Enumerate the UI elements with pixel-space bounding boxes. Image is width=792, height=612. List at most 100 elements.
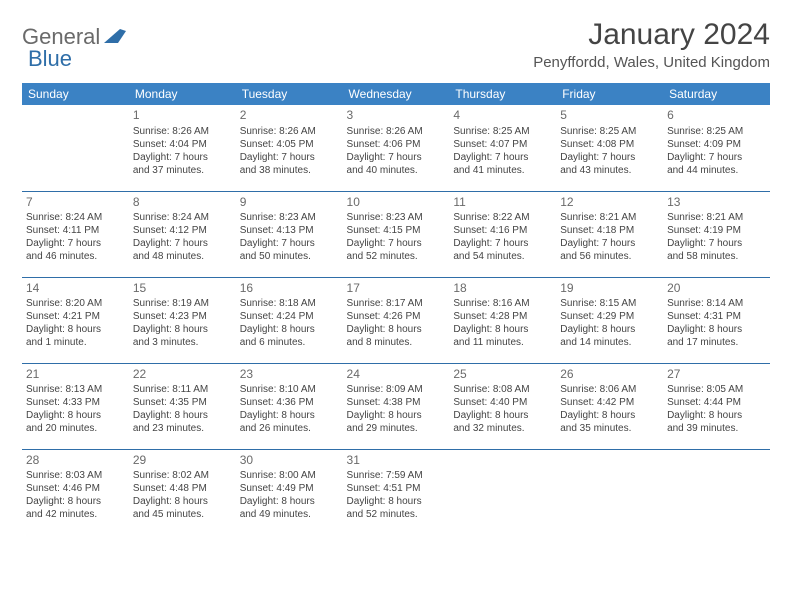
calendar-cell: 20Sunrise: 8:14 AMSunset: 4:31 PMDayligh… (663, 277, 770, 363)
cell-line: Sunset: 4:29 PM (560, 310, 659, 323)
day-number: 21 (26, 367, 125, 383)
cell-line: and 14 minutes. (560, 336, 659, 349)
cell-line: and 35 minutes. (560, 422, 659, 435)
calendar-cell: 19Sunrise: 8:15 AMSunset: 4:29 PMDayligh… (556, 277, 663, 363)
cell-line: Sunrise: 8:26 AM (347, 125, 446, 138)
calendar-cell: 5Sunrise: 8:25 AMSunset: 4:08 PMDaylight… (556, 105, 663, 191)
cell-line: and 8 minutes. (347, 336, 446, 349)
cell-line: and 11 minutes. (453, 336, 552, 349)
day-number: 11 (453, 195, 552, 211)
day-number: 1 (133, 108, 232, 124)
day-number: 4 (453, 108, 552, 124)
cell-line: Sunset: 4:38 PM (347, 396, 446, 409)
cell-line: Sunrise: 8:19 AM (133, 297, 232, 310)
cell-line: Sunrise: 8:14 AM (667, 297, 766, 310)
calendar-cell: 2Sunrise: 8:26 AMSunset: 4:05 PMDaylight… (236, 105, 343, 191)
day-number: 31 (347, 453, 446, 469)
day-number: 18 (453, 281, 552, 297)
cell-line: Sunrise: 8:21 AM (667, 211, 766, 224)
cell-line: Sunset: 4:08 PM (560, 138, 659, 151)
logo-text-blue: Blue (28, 46, 72, 71)
calendar-cell (449, 449, 556, 535)
calendar-cell: 1Sunrise: 8:26 AMSunset: 4:04 PMDaylight… (129, 105, 236, 191)
cell-line: Sunrise: 8:09 AM (347, 383, 446, 396)
cell-line: and 45 minutes. (133, 508, 232, 521)
cell-line: Sunset: 4:42 PM (560, 396, 659, 409)
day-number: 29 (133, 453, 232, 469)
day-number: 10 (347, 195, 446, 211)
calendar-cell: 13Sunrise: 8:21 AMSunset: 4:19 PMDayligh… (663, 191, 770, 277)
cell-line: Sunrise: 8:24 AM (133, 211, 232, 224)
cell-line: Sunset: 4:26 PM (347, 310, 446, 323)
day-header: Thursday (449, 83, 556, 105)
cell-line: Daylight: 8 hours (133, 495, 232, 508)
cell-line: and 29 minutes. (347, 422, 446, 435)
cell-line: Sunset: 4:18 PM (560, 224, 659, 237)
day-number: 8 (133, 195, 232, 211)
calendar-week: 14Sunrise: 8:20 AMSunset: 4:21 PMDayligh… (22, 277, 770, 363)
cell-line: Daylight: 7 hours (560, 151, 659, 164)
cell-line: Sunset: 4:04 PM (133, 138, 232, 151)
cell-line: Sunrise: 8:08 AM (453, 383, 552, 396)
cell-line: and 20 minutes. (26, 422, 125, 435)
cell-line: Sunset: 4:23 PM (133, 310, 232, 323)
calendar-body: 1 Sunrise: 8:26 AM Sunset: 4:04 PM Daylight… (22, 105, 770, 535)
cell-line: Daylight: 8 hours (560, 409, 659, 422)
cell-line: Sunset: 4:05 PM (240, 138, 339, 151)
cell-line: and 17 minutes. (667, 336, 766, 349)
day-number: 25 (453, 367, 552, 383)
cell-line: and 39 minutes. (667, 422, 766, 435)
day-number: 17 (347, 281, 446, 297)
day-number: 13 (667, 195, 766, 211)
day-header: Saturday (663, 83, 770, 105)
location: Penyffordd, Wales, United Kingdom (533, 54, 770, 71)
logo-blue-text-row: Blue (28, 46, 72, 72)
cell-line: Daylight: 8 hours (133, 409, 232, 422)
cell-line: and 40 minutes. (347, 164, 446, 177)
cell-line: and 42 minutes. (26, 508, 125, 521)
cell-line: Daylight: 8 hours (240, 323, 339, 336)
cell-line: Sunset: 4:51 PM (347, 482, 446, 495)
day-number: 14 (26, 281, 125, 297)
cell-line: and 52 minutes. (347, 250, 446, 263)
cell-line: Daylight: 7 hours (347, 151, 446, 164)
day-number: 28 (26, 453, 125, 469)
cell-line: Sunset: 4:49 PM (240, 482, 339, 495)
calendar-cell: 17Sunrise: 8:17 AMSunset: 4:26 PMDayligh… (343, 277, 450, 363)
calendar-week: 21Sunrise: 8:13 AMSunset: 4:33 PMDayligh… (22, 363, 770, 449)
day-number: 15 (133, 281, 232, 297)
calendar-week: 1 Sunrise: 8:26 AM Sunset: 4:04 PM Daylight… (22, 105, 770, 191)
cell-line: Sunrise: 8:06 AM (560, 383, 659, 396)
cell-line: Daylight: 8 hours (133, 323, 232, 336)
cell-line: Daylight: 8 hours (240, 409, 339, 422)
cell-line: Sunrise: 8:21 AM (560, 211, 659, 224)
cell-line: Sunrise: 8:18 AM (240, 297, 339, 310)
cell-line: Daylight: 8 hours (453, 409, 552, 422)
cell-line: Sunset: 4:40 PM (453, 396, 552, 409)
cell-line: and 1 minute. (26, 336, 125, 349)
cell-line: and 3 minutes. (133, 336, 232, 349)
cell-line: and 41 minutes. (453, 164, 552, 177)
calendar-cell: 7Sunrise: 8:24 AMSunset: 4:11 PMDaylight… (22, 191, 129, 277)
cell-line: Sunset: 4:28 PM (453, 310, 552, 323)
day-number: 23 (240, 367, 339, 383)
calendar-cell: 4Sunrise: 8:25 AMSunset: 4:07 PMDaylight… (449, 105, 556, 191)
cell-line: Daylight: 8 hours (240, 495, 339, 508)
cell-line: Daylight: 7 hours (240, 151, 339, 164)
day-number: 20 (667, 281, 766, 297)
day-number: 27 (667, 367, 766, 383)
day-number: 6 (667, 108, 766, 124)
cell-line: Sunrise: 8:24 AM (26, 211, 125, 224)
calendar-cell: 26Sunrise: 8:06 AMSunset: 4:42 PMDayligh… (556, 363, 663, 449)
calendar-cell: 15Sunrise: 8:19 AMSunset: 4:23 PMDayligh… (129, 277, 236, 363)
cell-line: and 32 minutes. (453, 422, 552, 435)
cell-line: Sunset: 4:19 PM (667, 224, 766, 237)
calendar-week: 28Sunrise: 8:03 AMSunset: 4:46 PMDayligh… (22, 449, 770, 535)
cell-line: Daylight: 8 hours (26, 323, 125, 336)
month-title: January 2024 (533, 18, 770, 52)
day-header: Monday (129, 83, 236, 105)
cell-line: Daylight: 7 hours (453, 151, 552, 164)
calendar-head: SundayMondayTuesdayWednesdayThursdayFrid… (22, 83, 770, 105)
logo-triangle-icon (104, 27, 126, 48)
calendar-cell: 14Sunrise: 8:20 AMSunset: 4:21 PMDayligh… (22, 277, 129, 363)
